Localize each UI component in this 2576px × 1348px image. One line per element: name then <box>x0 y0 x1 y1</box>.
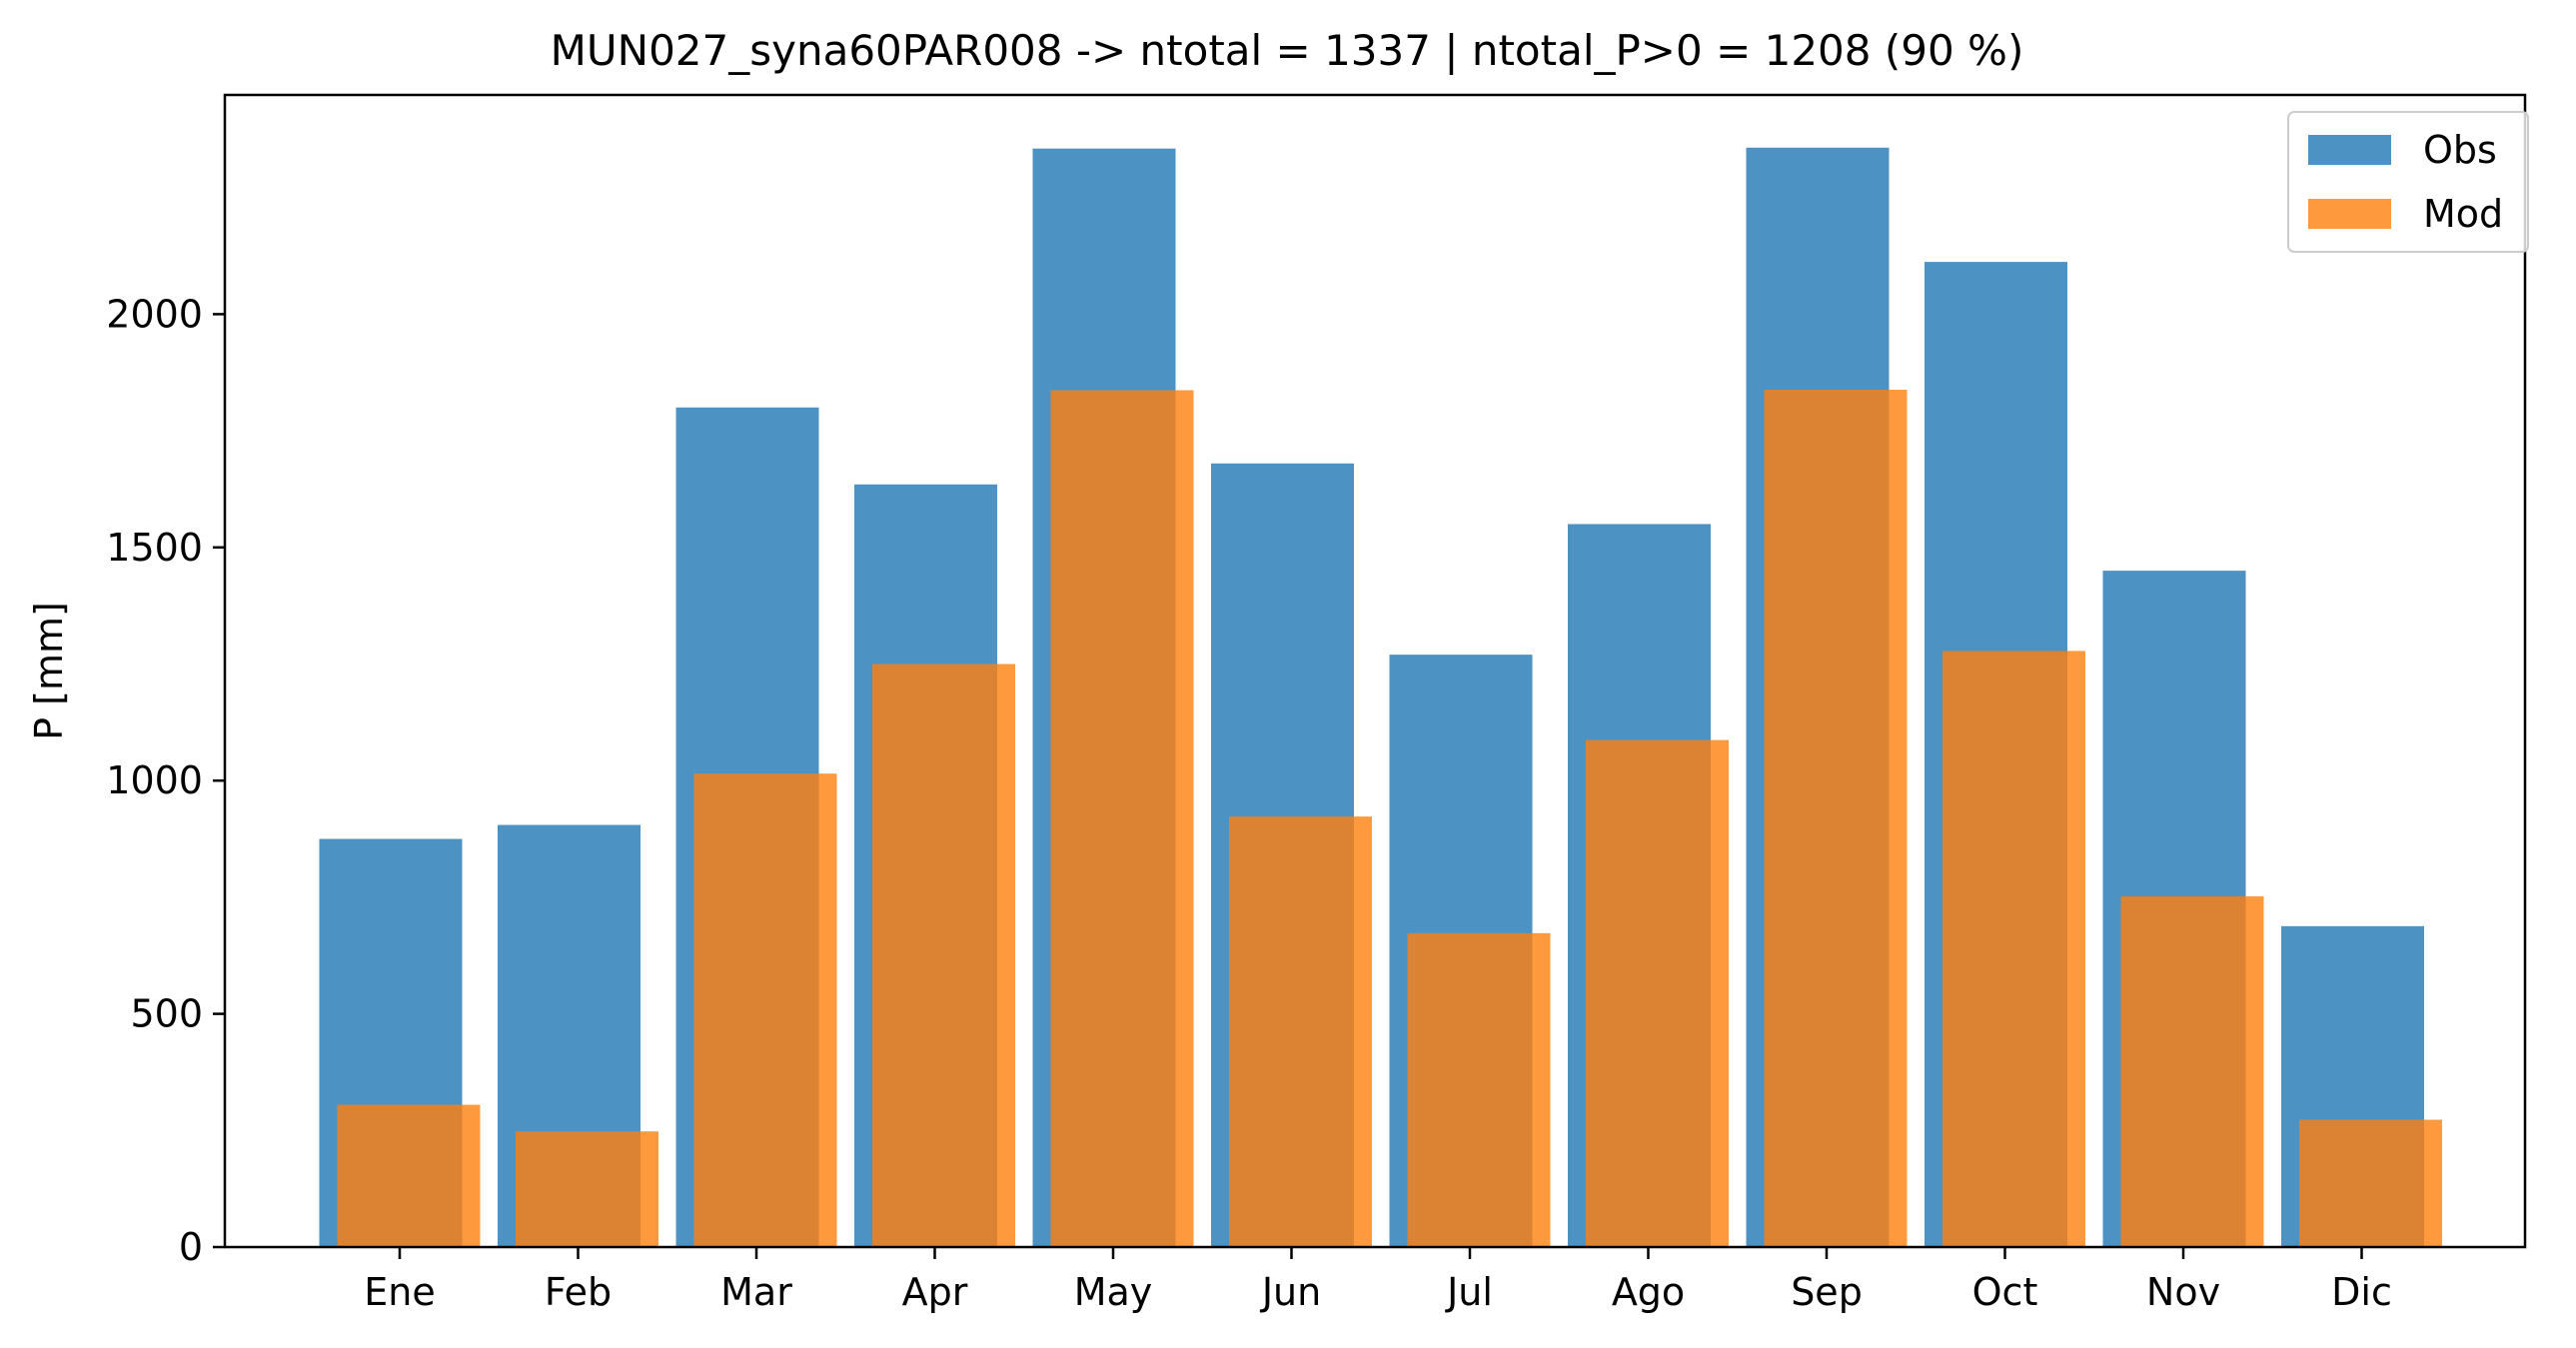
bar-mod-may <box>1050 390 1194 1247</box>
x-tick-label: Sep <box>1791 1270 1863 1314</box>
bar-mod-nov <box>2120 895 2264 1247</box>
x-tick-label: Mar <box>720 1270 792 1314</box>
bar-mod-apr <box>872 664 1015 1247</box>
x-tick-label: Oct <box>1972 1270 2038 1314</box>
chart-title: MUN027_syna60PAR008 -> ntotal = 1337 | n… <box>551 26 2024 75</box>
x-tick-label: Ene <box>364 1270 435 1314</box>
legend-swatch-obs <box>2308 135 2391 165</box>
bar-mod-feb <box>516 1131 658 1247</box>
y-axis-label: P [mm] <box>27 602 71 740</box>
x-tick-label: Dic <box>2331 1270 2392 1314</box>
legend-label-obs: Obs <box>2423 128 2497 172</box>
bars-layer <box>319 147 2442 1248</box>
x-tick-label: Apr <box>902 1270 968 1314</box>
y-tick-label: 2000 <box>106 292 203 336</box>
bar-mod-oct <box>1942 651 2085 1247</box>
y-tick-label: 0 <box>179 1225 203 1269</box>
x-tick-label: May <box>1074 1270 1153 1314</box>
y-tick-label: 1500 <box>106 526 203 570</box>
bar-mod-jun <box>1229 816 1372 1247</box>
y-axis: 0 500 1000 1500 2000 <box>106 292 225 1269</box>
y-tick-label: 500 <box>130 992 203 1036</box>
legend: Obs Mod <box>2287 111 2529 253</box>
y-tick-label: 1000 <box>106 758 203 802</box>
bar-mod-jul <box>1407 932 1551 1247</box>
bar-mod-mar <box>693 773 837 1247</box>
bar-mod-ago <box>1586 739 1729 1247</box>
legend-label-mod: Mod <box>2423 192 2503 236</box>
bar-mod-sep <box>1764 390 1908 1247</box>
plot-frame <box>223 93 2527 1249</box>
x-tick-label: Nov <box>2146 1270 2220 1314</box>
bar-mod-ene <box>337 1104 481 1247</box>
x-tick-label: Jul <box>1445 1270 1493 1314</box>
x-tick-label: Jun <box>1260 1270 1321 1314</box>
x-tick-label: Feb <box>545 1270 612 1314</box>
x-tick-label: Ago <box>1612 1270 1685 1314</box>
x-axis: Ene Feb Mar Apr May Jun Jul Ago Sep Oct Nov Dic <box>364 1247 2392 1314</box>
bar-mod-dic <box>2299 1119 2442 1247</box>
legend-swatch-mod <box>2308 199 2391 229</box>
